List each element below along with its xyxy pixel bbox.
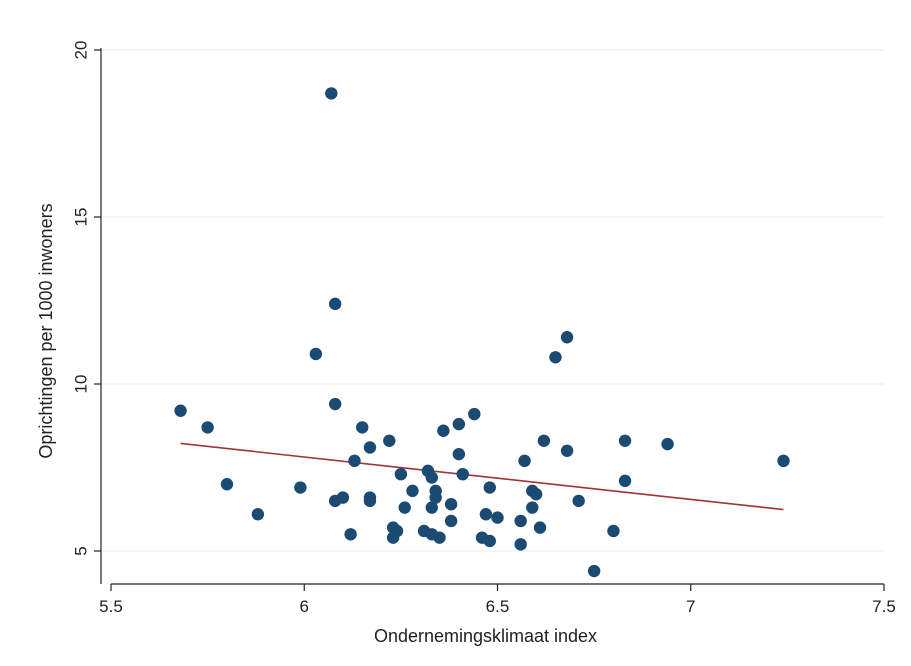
scatter-point [425,471,438,484]
scatter-point [398,501,411,514]
scatter-point [309,347,323,361]
y-tick-label: 5 [72,546,91,555]
scatter-point [456,467,469,481]
scatter-point [325,87,338,100]
scatter-point [526,501,539,514]
scatter-point [560,331,574,344]
scatter-point [533,521,547,534]
scatter-point [444,498,458,511]
scatter-point [444,514,458,528]
scatter-point [328,397,342,411]
scatter-point [433,531,446,544]
y-tick-label: 10 [72,375,91,394]
scatter-point [479,508,493,521]
x-axis-title: Ondernemingsklimaat index [374,626,597,646]
data-points [174,87,790,578]
scatter-point [294,481,307,494]
scatter-point [201,421,214,434]
scatter-point [549,351,562,364]
scatter-point [483,534,496,548]
gridlines [101,49,884,552]
fit-line-layer [180,442,784,511]
scatter-point [468,407,481,421]
scatter-point [363,494,377,508]
scatter-point [328,297,342,311]
scatter-point [560,444,574,457]
x-tick-label: 6 [300,597,309,616]
axis-labels: 5 10 15 20 5.5 6 6.5 7 7.5 [72,41,896,616]
x-tick-label: 6.5 [486,597,510,616]
scatter-point [220,478,234,491]
y-axis-title: Oprichtingen per 1000 inwoners [36,203,56,458]
y-tick-label: 20 [72,41,91,60]
scatter-point [328,494,342,508]
x-tick-label: 7 [686,597,695,616]
scatter-point [452,417,466,431]
scatter-point [348,454,361,468]
axes [94,48,885,591]
scatter-point [483,481,496,494]
scatter-point [356,421,369,434]
scatter-point [661,437,674,451]
scatter-point [429,491,442,504]
scatter-point [394,467,408,481]
scatter-point [529,488,543,501]
fit-line [180,442,784,511]
scatter-point [251,508,265,521]
scatter-point [383,434,396,447]
scatter-point [537,434,551,447]
scatter-point [425,501,438,514]
scatter-point [607,524,620,538]
scatter-point [587,564,601,578]
scatter-point [406,484,419,498]
scatter-point [344,528,357,541]
scatter-point [452,447,466,461]
scatter-point [777,454,790,468]
y-tick-label: 15 [72,208,91,227]
scatter-point [514,538,527,551]
scatter-point [363,441,377,454]
scatter-point [518,454,531,468]
scatter-point [618,434,632,447]
scatter-point [437,424,450,437]
x-tick-label: 5.5 [99,597,123,616]
scatter-point [386,531,400,544]
scatter-point [572,494,585,508]
x-tick-label: 7.5 [872,597,896,616]
scatter-point [514,514,527,528]
scatter-point [618,474,632,488]
scatter-point [174,404,187,417]
scatter-point [491,511,504,524]
